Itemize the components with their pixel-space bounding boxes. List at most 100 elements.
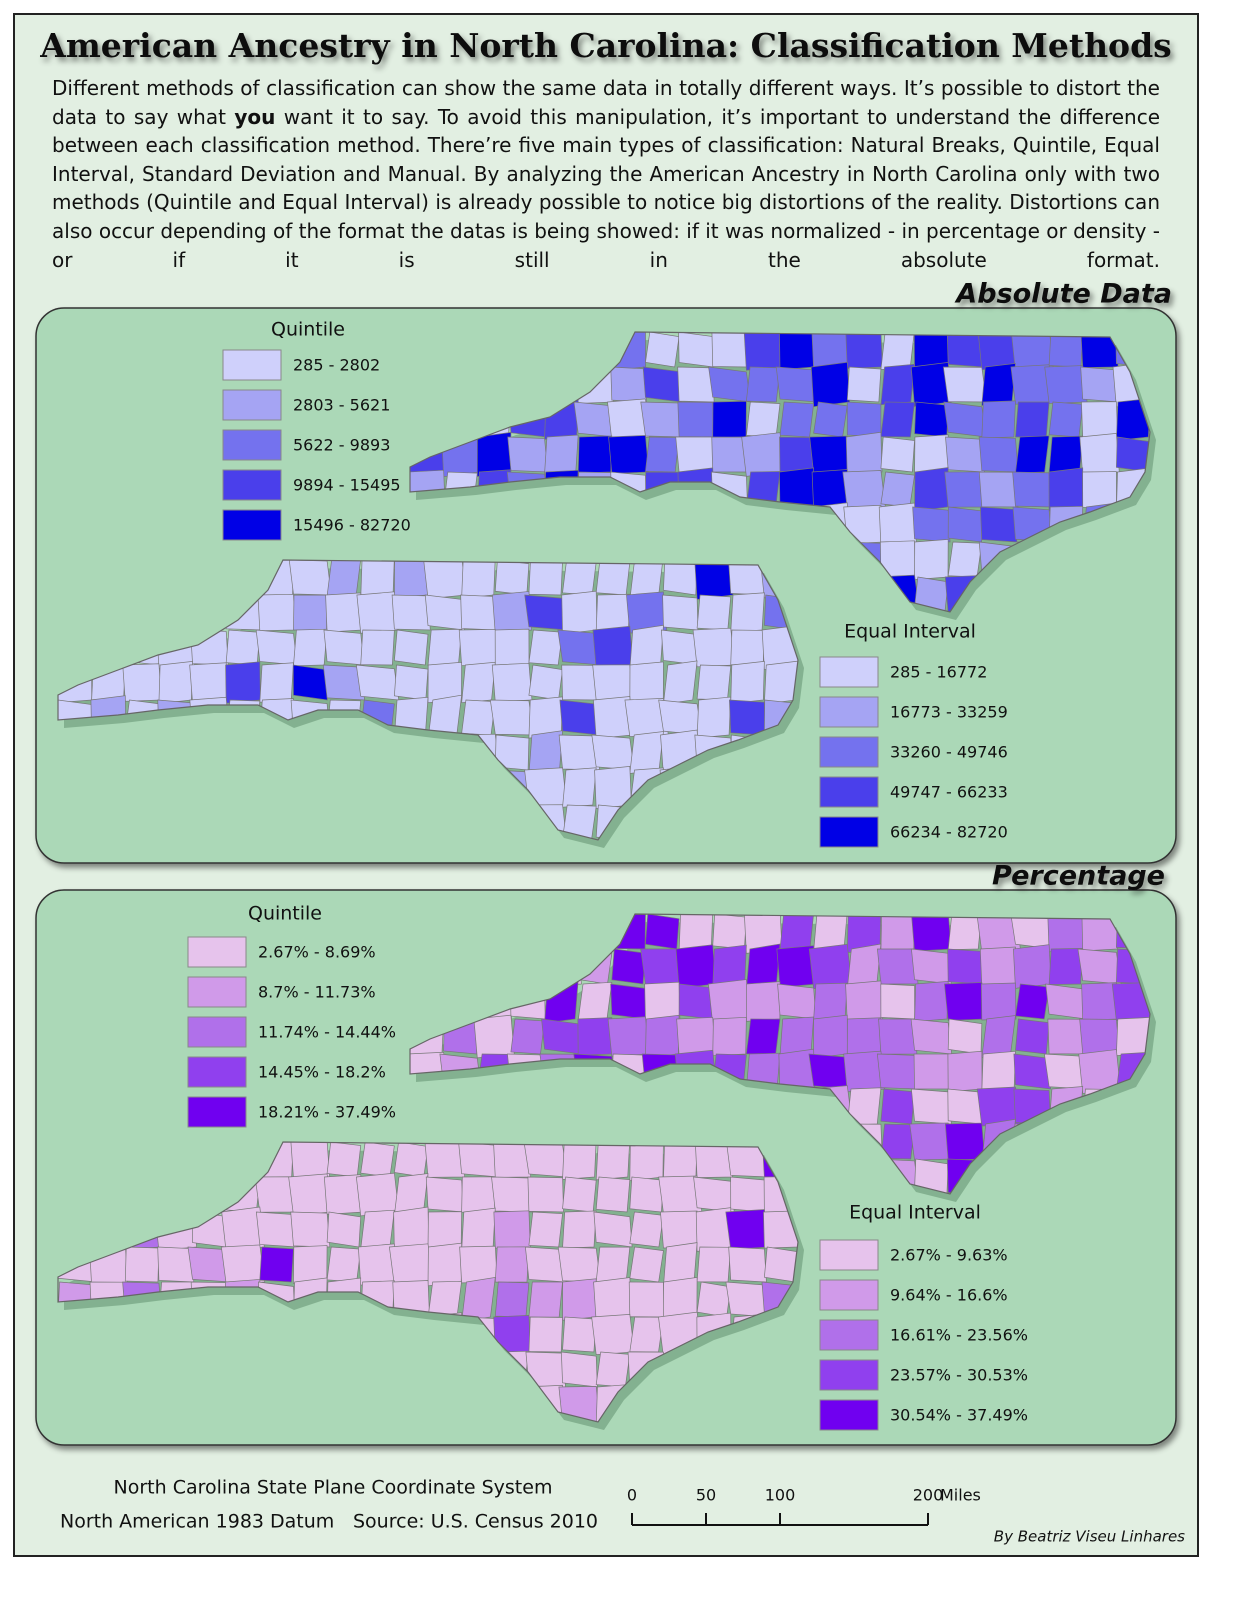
county (729, 699, 767, 736)
county (562, 1176, 597, 1213)
legend-label: 285 - 16772 (890, 663, 987, 682)
legend-label: 15496 - 82720 (293, 516, 411, 535)
county (595, 1246, 631, 1283)
legend-swatch (187, 936, 247, 968)
county (595, 1176, 631, 1213)
legend-label: 9.64% - 16.6% (890, 1286, 1008, 1305)
county (559, 699, 600, 736)
county (944, 982, 986, 1021)
county (728, 1246, 767, 1283)
county (459, 1245, 498, 1284)
county (846, 366, 882, 403)
county (1081, 914, 1118, 952)
county (393, 629, 429, 666)
county (423, 560, 467, 600)
county (910, 1088, 952, 1125)
intro-part: want it to say. To avoid this manipulati… (52, 104, 1161, 272)
credit: By Beatriz Viseu Linhares (994, 1528, 1185, 1546)
county (942, 366, 988, 403)
county (808, 943, 853, 990)
county (629, 1246, 664, 1283)
county (257, 593, 296, 632)
county (259, 662, 294, 703)
county (425, 1176, 464, 1213)
legend-swatch (819, 736, 879, 768)
county (157, 1246, 195, 1283)
legend-label: 2.67% - 8.69% (258, 943, 376, 962)
legend-swatch (222, 509, 282, 541)
county (629, 731, 664, 774)
county (1045, 983, 1087, 1020)
county (1015, 401, 1050, 438)
county (626, 591, 668, 634)
legend-swatch (187, 1096, 247, 1128)
county (1010, 914, 1055, 950)
county (696, 1246, 732, 1283)
county (947, 1088, 983, 1125)
legend-swatch (819, 816, 879, 848)
poster-title: American Ancestry in North Carolina: Cla… (39, 26, 1171, 65)
county (779, 332, 815, 371)
scale-label: 100 (765, 1486, 796, 1505)
legend-label: 11.74% - 14.44% (258, 1023, 396, 1042)
legend-swatch (819, 1239, 879, 1271)
county (947, 914, 983, 951)
datum: North American 1983 Datum (60, 1511, 334, 1533)
county (880, 983, 915, 1020)
intro-emphasis: you (234, 104, 276, 129)
county (1048, 948, 1084, 985)
county (763, 1210, 798, 1249)
county (458, 1142, 499, 1178)
county (978, 471, 1019, 508)
legend-swatch (819, 1359, 879, 1391)
county (326, 1211, 362, 1248)
county (978, 436, 1019, 473)
county (1013, 1053, 1052, 1090)
county (711, 332, 748, 368)
county (528, 1211, 563, 1248)
county (913, 1053, 950, 1090)
county (1116, 436, 1150, 473)
legend-swatch (187, 1016, 247, 1048)
county (494, 560, 530, 596)
county (427, 1242, 462, 1287)
county (914, 981, 949, 1022)
legend-label: 5622 - 9893 (293, 436, 390, 455)
county (528, 1316, 563, 1353)
county (846, 1017, 882, 1056)
county (645, 436, 680, 473)
county (944, 471, 986, 508)
county (562, 560, 597, 596)
county (528, 664, 563, 701)
county (763, 1246, 798, 1283)
county (678, 983, 714, 1020)
section-title: Percentage (992, 861, 1165, 892)
scale-label: 50 (696, 1486, 716, 1505)
county (746, 981, 781, 1022)
county (914, 1158, 949, 1194)
county (561, 664, 598, 701)
county (712, 1016, 747, 1057)
county (645, 914, 680, 950)
county (910, 1018, 953, 1055)
legend-label: 23.57% - 30.53% (890, 1366, 1028, 1385)
county (663, 660, 698, 705)
county (947, 541, 983, 578)
county (577, 981, 613, 1022)
legend-label: 30.54% - 37.49% (890, 1406, 1028, 1425)
county (947, 506, 983, 543)
county (394, 560, 429, 598)
county (730, 1176, 765, 1213)
county (846, 401, 882, 438)
county (461, 661, 496, 704)
legend-label: 2.67% - 9.63% (890, 1246, 1008, 1265)
county (878, 502, 917, 547)
county (642, 366, 682, 403)
county (491, 1176, 534, 1213)
county (391, 594, 431, 631)
county (1079, 432, 1120, 477)
county (595, 560, 631, 596)
county (524, 594, 568, 631)
county (562, 767, 597, 808)
legend-label: 66234 - 82720 (890, 823, 1008, 842)
